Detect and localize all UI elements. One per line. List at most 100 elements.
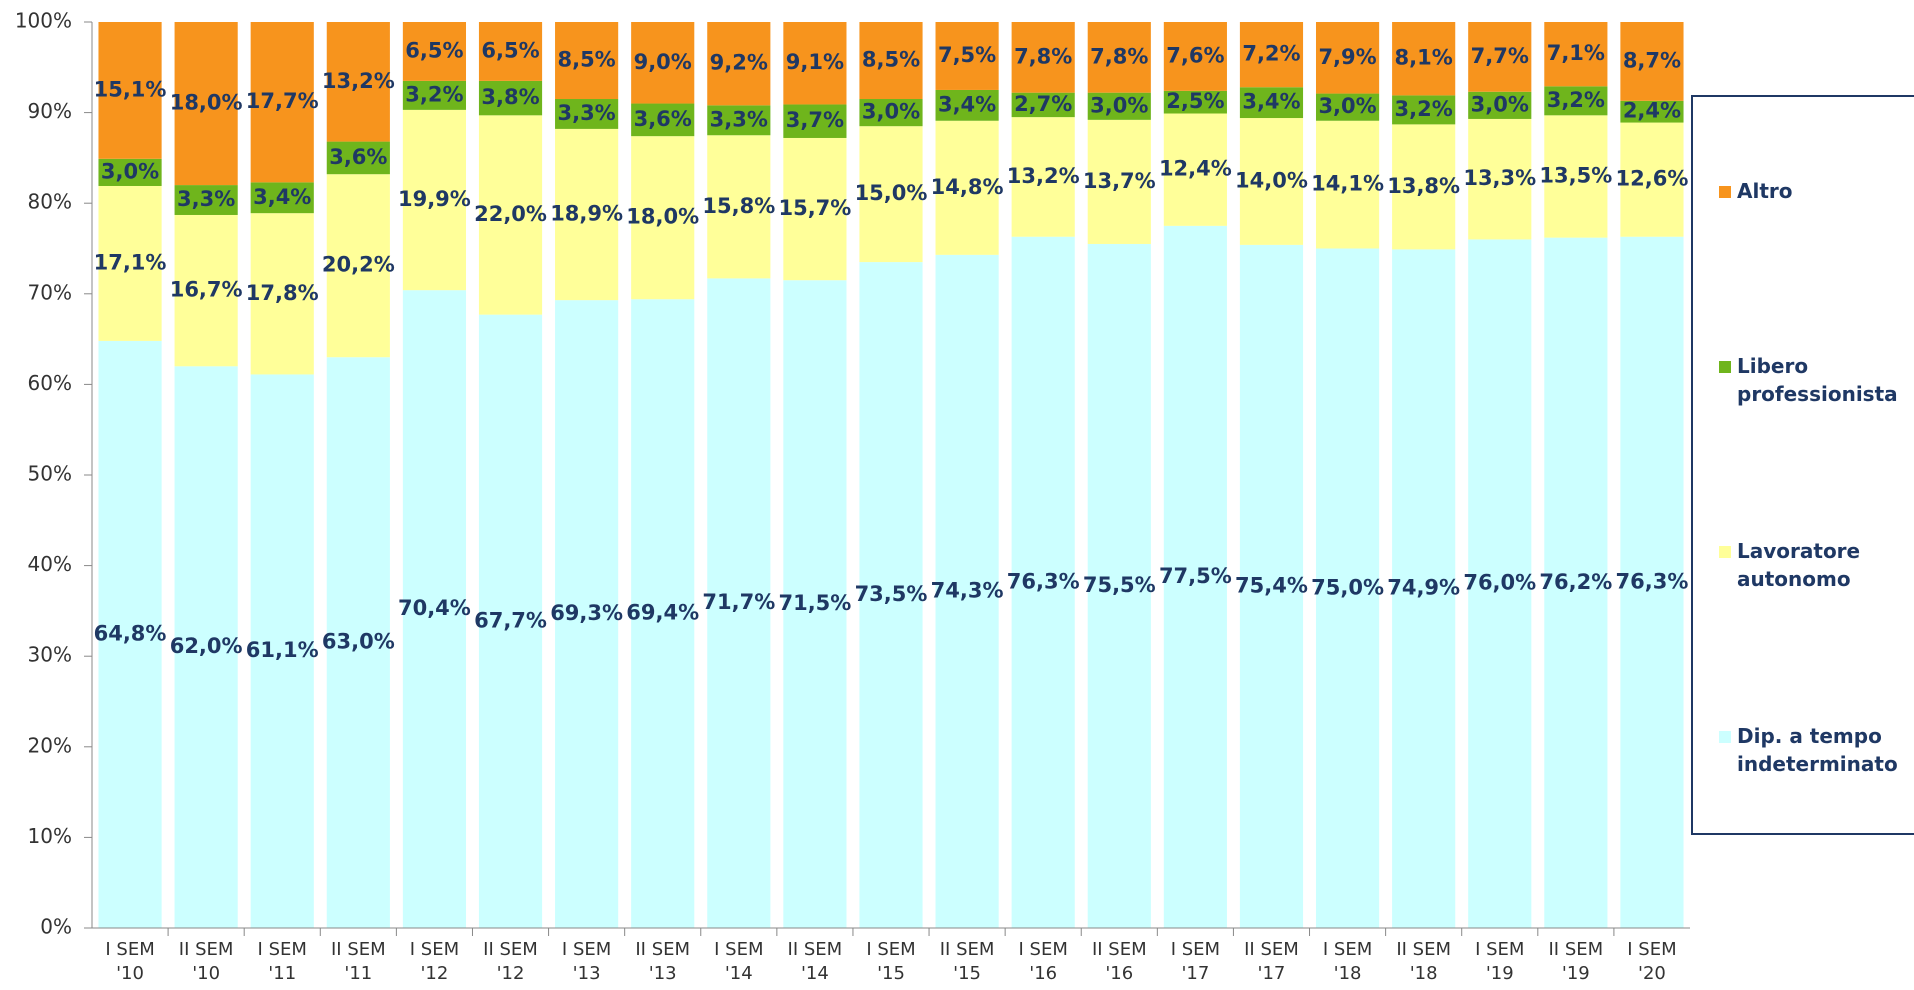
data-label: 17,8% [246,281,319,305]
data-label: 7,1% [1547,41,1605,65]
x-tick-label: II SEM '16 [1091,939,1147,984]
data-label: 69,3% [550,601,623,625]
bar-segment [98,340,162,928]
data-label: 74,9% [1387,576,1460,600]
bar-segment [402,80,467,110]
data-label: 3,2% [1395,97,1453,121]
y-tick-label: 50% [28,462,72,486]
bar-segment [326,174,390,358]
x-tick-label: I SEM '12 [409,939,460,984]
data-label: 76,0% [1463,571,1536,595]
bar-segment [1315,22,1380,94]
data-label: 14,1% [1311,172,1384,196]
data-label: 17,7% [246,89,319,113]
x-tick-label: I SEM '10 [105,939,155,984]
data-label: 2,5% [1166,89,1224,113]
bar-segment [555,99,619,129]
x-tick-label: I SEM '19 [1475,939,1525,984]
data-label: 13,7% [1083,169,1156,193]
x-tick-label: II SEM '17 [1244,939,1299,984]
bar-segment [174,22,238,186]
bar-segment [935,120,999,255]
bar-segment [707,135,771,279]
y-tick-label: 30% [28,643,72,667]
data-label: 3,0% [1471,92,1529,116]
data-label: 20,2% [322,253,395,277]
data-label: 7,8% [1090,44,1148,68]
data-label: 61,1% [246,638,319,662]
bar-segment [1163,90,1227,114]
data-label: 3,0% [1318,94,1376,118]
x-tick-label: I SEM '17 [1170,939,1221,984]
data-label: 7,8% [1014,44,1072,68]
bar-segment [555,128,619,301]
y-tick-label: 80% [28,190,72,214]
bar-segment [935,89,999,121]
bar-segment [1620,22,1684,101]
legend-swatch [1719,546,1731,558]
y-tick-label: 20% [28,733,72,757]
bar-segment [859,126,923,263]
y-tick-label: 70% [28,280,72,304]
bar-segment [1620,236,1684,929]
bar-segment [1544,115,1608,238]
y-tick-label: 100% [15,9,72,33]
bar-segment [250,374,314,929]
bar-segment [783,280,847,929]
bar-segment [1315,93,1380,121]
data-label: 13,3% [1463,166,1536,190]
data-label: 77,5% [1159,564,1232,588]
data-label: 69,4% [626,601,699,625]
bar-segment [859,99,923,127]
data-label: 7,5% [938,43,996,67]
data-label: 3,6% [634,107,692,131]
data-label: 15,7% [778,196,851,220]
bar-segment [935,22,999,90]
data-label: 71,7% [702,590,775,614]
data-label: 7,6% [1166,43,1224,67]
data-label: 75,5% [1083,573,1156,597]
data-label: 8,5% [862,48,920,72]
bar-segment [783,22,847,105]
data-label: 3,0% [1090,93,1148,117]
data-label: 67,7% [474,608,547,632]
bar-segment [1392,22,1456,96]
bar-segment [1163,113,1227,226]
data-label: 13,2% [322,69,395,93]
bar-segment [1468,91,1532,119]
bar-segment [1315,248,1380,928]
bar-segment [402,109,467,291]
bar-segment [402,290,467,928]
data-label: 76,3% [1007,569,1080,593]
data-label: 3,4% [938,92,996,116]
bar-segment [174,214,238,367]
bar-segment [1544,237,1608,929]
bar-segment [631,103,695,137]
data-label: 15,0% [855,181,928,205]
x-tick-label: II SEM '11 [330,939,386,984]
x-tick-label: II SEM '10 [178,939,234,984]
bar-segment [326,357,390,929]
bar-segment [1392,124,1456,250]
bar-segment [555,22,619,100]
data-label: 15,1% [94,77,167,101]
data-label: 6,5% [481,38,539,62]
data-label: 73,5% [855,582,928,606]
bar-segment [174,185,238,215]
bar-segment [1011,117,1075,237]
legend-entry: Dip. a tempo indeterminato [1719,722,1909,778]
bar-segment [326,22,390,142]
data-label: 18,0% [170,91,243,115]
bar-segment [250,213,314,375]
bar-segment [174,366,238,928]
bar-segment [859,22,923,100]
bar-segment [1011,92,1075,118]
data-label: 3,4% [253,185,311,209]
data-label: 7,7% [1471,44,1529,68]
data-label: 75,4% [1235,573,1308,597]
bar-segment [1087,243,1151,929]
y-tick-label: 60% [28,371,72,395]
data-label: 18,9% [550,202,623,226]
data-label: 6,5% [405,38,463,62]
bar-segment [1087,92,1151,120]
